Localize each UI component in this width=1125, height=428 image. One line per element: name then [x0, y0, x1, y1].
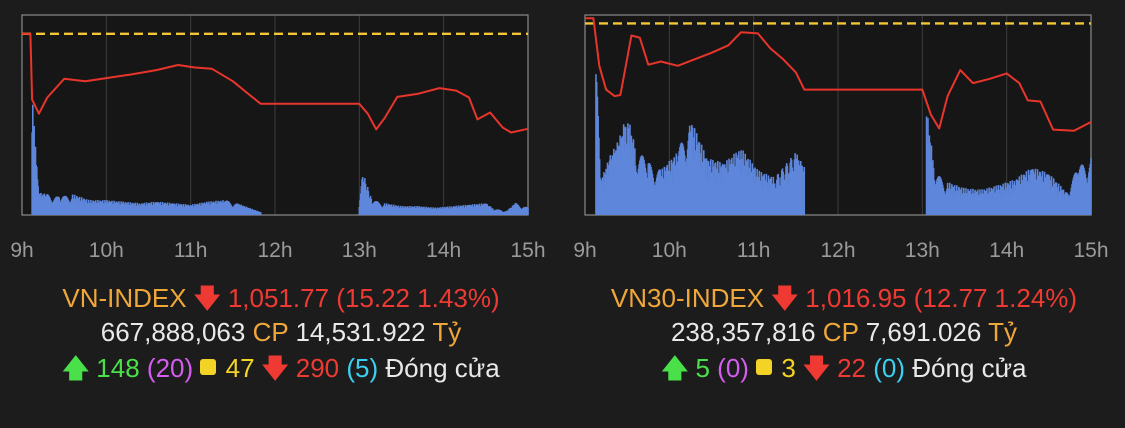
volume-bar: [1090, 158, 1092, 215]
x-tick-label: 10h: [652, 239, 687, 262]
x-tick-label: 12h: [257, 239, 292, 262]
index-change: (15.22 1.43%): [336, 283, 500, 313]
trade-value: 7,691.026: [865, 317, 982, 347]
volume-value: 238,357,816: [670, 317, 816, 347]
x-tick-label: 11h: [174, 239, 207, 262]
up-arrow-icon: 🡅: [661, 353, 689, 383]
market-status: Đóng cửa: [385, 353, 500, 383]
vn30-volume-line: 238,357,816 CP 7,691.026 Tỷ: [563, 316, 1125, 348]
vnindex-volume-line: 667,888,063 CP 14,531.922 Tỷ: [0, 316, 562, 348]
unchanged-square-icon: [200, 359, 217, 375]
unchanged-count: 47: [225, 353, 255, 383]
market-status: Đóng cửa: [912, 353, 1027, 383]
x-tick-label: 9h: [10, 239, 33, 262]
plot-frame: [584, 14, 1092, 216]
x-tick-label: 12h: [820, 239, 855, 262]
ceiling-count: (20): [146, 353, 194, 383]
x-tick-label: 14h: [426, 239, 461, 262]
x-tick-label: 9h: [573, 239, 596, 262]
x-tick-label: 13h: [342, 239, 377, 262]
up-arrow-icon: 🡅: [62, 353, 90, 383]
floor-count: (5): [346, 353, 379, 383]
trade-value: 14,531.922: [295, 317, 426, 347]
down-arrow-icon: 🡇: [193, 283, 221, 313]
x-tick-label: 15h: [1073, 239, 1108, 262]
volume-unit: CP: [252, 317, 289, 347]
down-arrow-icon: 🡇: [261, 353, 289, 383]
vn30-chart: 9h 10h 11h 12h 13h 14h 15h: [573, 14, 1109, 262]
x-tick-label: 10h: [89, 239, 124, 262]
index-price: 1,016.95: [805, 283, 907, 313]
vn30-headline: VN30-INDEX 🡇 1,016.95 (12.77 1.24%): [563, 282, 1125, 314]
x-tick-label: 15h: [510, 239, 545, 262]
floor-count: (0): [873, 353, 906, 383]
vnindex-headline: VN-INDEX 🡇 1,051.77 (15.22 1.43%): [0, 282, 562, 314]
index-change: (12.77 1.24%): [913, 283, 1078, 313]
x-tick-label: 11h: [737, 239, 770, 262]
volume-value: 667,888,063: [100, 317, 246, 347]
index-name: VN-INDEX: [62, 283, 187, 313]
index-price: 1,051.77: [227, 283, 330, 313]
unchanged-count: 3: [781, 353, 796, 383]
advancers-count: 5: [695, 353, 710, 383]
price-line: [22, 32, 529, 134]
chart-panel-vnindex: 9h 10h 11h 12h 13h 14h 15h VN-INDEX 🡇 1,051.77…: [0, 0, 562, 428]
volume-bar: [527, 207, 529, 215]
x-tick-label: 13h: [905, 239, 940, 262]
vnindex-chart: 9h 10h 11h 12h 13h 14h 15h: [10, 14, 546, 262]
down-arrow-icon: 🡇: [803, 353, 830, 383]
decliners-count: 290: [295, 353, 340, 383]
vn30-breadth-line: 🡅 5 (0) 3 🡇 22 (0) Đóng cửa: [563, 352, 1125, 384]
volume-unit: CP: [822, 317, 859, 347]
vnindex-breadth-line: 🡅 148 (20) 47 🡇 290 (5) Đóng cửa: [0, 352, 562, 384]
x-tick-label: 14h: [989, 239, 1024, 262]
price-line: [585, 17, 1092, 132]
value-unit: Tỷ: [432, 317, 462, 347]
plot-frame: [21, 14, 529, 216]
ceiling-count: (0): [717, 353, 749, 383]
volume-bar: [259, 212, 262, 215]
chart-panel-vn30: 9h 10h 11h 12h 13h 14h 15h VN30-INDEX 🡇 1,016.…: [563, 0, 1125, 428]
value-unit: Tỷ: [988, 317, 1018, 347]
down-arrow-icon: 🡇: [771, 283, 799, 313]
volume-bar: [803, 167, 806, 215]
decliners-count: 22: [837, 353, 866, 383]
advancers-count: 148: [96, 353, 140, 383]
unchanged-square-icon: [756, 359, 773, 375]
index-name: VN30-INDEX: [610, 283, 765, 313]
